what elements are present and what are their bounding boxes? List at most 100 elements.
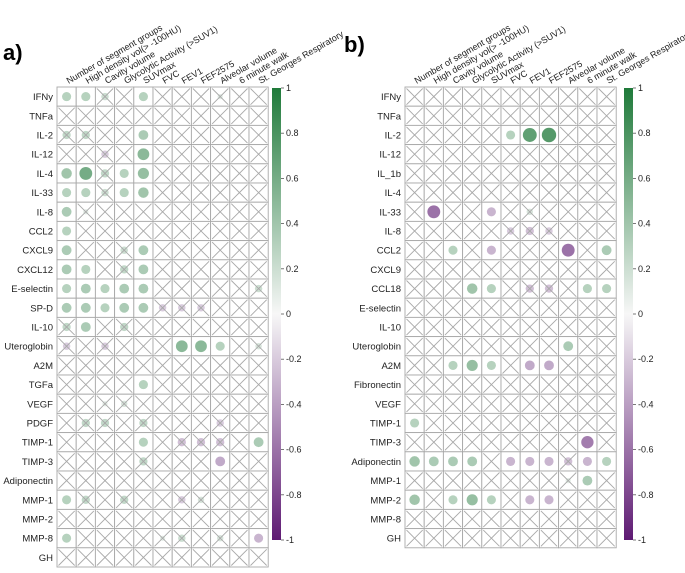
heatmap-cell <box>596 374 617 395</box>
heatmap-cell <box>152 374 173 395</box>
heatmap-cell <box>94 316 116 338</box>
heatmap-cell <box>577 470 598 491</box>
nonsignificant-cross <box>425 299 443 317</box>
nonsignificant-cross <box>230 433 248 451</box>
nonsignificant-cross <box>58 356 76 374</box>
nonsignificant-cross <box>502 222 520 240</box>
heatmap-cell <box>538 182 560 203</box>
nonsignificant-cross <box>482 184 500 202</box>
nonsignificant-cross <box>134 472 152 490</box>
nonsignificant-cross <box>154 184 172 202</box>
nonsignificant-cross <box>58 318 76 336</box>
nonsignificant-cross <box>578 164 596 182</box>
row-label: SP-D <box>30 303 53 314</box>
row-label: IL-10 <box>379 323 401 334</box>
nonsignificant-cross <box>559 126 577 144</box>
nonsignificant-cross <box>154 529 172 547</box>
nonsignificant-cross <box>154 145 172 163</box>
nonsignificant-cross <box>192 126 210 144</box>
heatmap-cell <box>248 201 269 222</box>
row-label: IL-10 <box>31 323 53 334</box>
heatmap-cell <box>75 86 96 107</box>
heatmap-cell <box>229 355 250 376</box>
heatmap-cell <box>481 297 502 318</box>
heatmap-cell <box>404 240 425 261</box>
correlation-dot <box>427 205 441 219</box>
correlation-dot <box>448 360 458 370</box>
correlation-dot <box>138 380 148 390</box>
heatmap-cell <box>577 144 598 165</box>
nonsignificant-cross <box>192 452 210 470</box>
correlation-dot <box>602 456 612 466</box>
heatmap-cell <box>481 412 502 434</box>
nonsignificant-cross <box>154 452 172 470</box>
heatmap-cell <box>171 278 192 299</box>
heatmap-cell <box>56 278 77 299</box>
nonsignificant-cross <box>115 222 133 240</box>
heatmap-cell <box>229 144 250 165</box>
heatmap-cell <box>133 259 154 280</box>
colorbar-tick-label: -0.6 <box>638 445 654 455</box>
nonsignificant-cross <box>406 260 424 278</box>
nonsignificant-cross <box>96 510 114 528</box>
colorbar-tick-label: -0.6 <box>286 445 302 455</box>
heatmap-cell <box>500 412 521 434</box>
heatmap-cell <box>75 316 96 338</box>
nonsignificant-cross <box>77 337 95 355</box>
row-label: TGFa <box>29 380 54 391</box>
heatmap-cell <box>152 124 173 146</box>
heatmap-cell <box>94 412 116 434</box>
nonsignificant-cross <box>134 203 152 221</box>
correlation-dot <box>61 302 72 313</box>
nonsignificant-cross <box>482 529 500 547</box>
nonsignificant-cross <box>444 472 462 490</box>
row-label: IL_1b <box>377 169 401 180</box>
colorbar-gradient <box>624 88 633 540</box>
nonsignificant-cross <box>96 376 114 394</box>
heatmap-cell <box>596 182 617 203</box>
heatmap-cell <box>558 182 579 203</box>
heatmap-cell <box>75 240 96 261</box>
nonsignificant-cross <box>230 472 248 490</box>
heatmap-cell <box>229 316 250 338</box>
heatmap-cell <box>462 278 483 299</box>
heatmap-cell <box>114 508 135 530</box>
nonsignificant-cross <box>211 241 229 259</box>
heatmap-cell <box>442 393 464 414</box>
nonsignificant-cross <box>502 529 520 547</box>
nonsignificant-cross <box>250 548 268 566</box>
correlation-dot <box>466 359 478 371</box>
nonsignificant-cross <box>540 395 558 413</box>
nonsignificant-cross <box>578 414 596 432</box>
heatmap-cell <box>538 528 560 549</box>
nonsignificant-cross <box>578 184 596 202</box>
correlation-dot <box>138 130 149 140</box>
nonsignificant-cross <box>482 126 500 144</box>
heatmap-cell <box>596 451 617 472</box>
heatmap-cell <box>596 489 617 510</box>
heatmap-cell <box>94 240 116 261</box>
heatmap-cell <box>519 489 540 510</box>
heatmap-cell <box>152 528 173 549</box>
nonsignificant-cross <box>482 107 500 125</box>
nonsignificant-cross <box>425 107 443 125</box>
heatmap-cell <box>596 528 617 549</box>
nonsignificant-cross <box>211 472 229 490</box>
heatmap-cell <box>94 336 116 357</box>
heatmap-cell <box>56 508 77 530</box>
heatmap-cell <box>171 182 192 203</box>
heatmap-cell <box>462 201 483 222</box>
nonsignificant-cross <box>250 126 268 144</box>
nonsignificant-cross <box>463 433 481 451</box>
heatmap-cell <box>423 451 444 472</box>
heatmap-cell <box>462 374 483 395</box>
heatmap-cell <box>248 508 269 530</box>
nonsignificant-cross <box>211 318 229 336</box>
nonsignificant-cross <box>192 529 210 547</box>
nonsignificant-cross <box>230 491 248 509</box>
nonsignificant-cross <box>154 395 172 413</box>
nonsignificant-cross <box>521 145 539 163</box>
nonsignificant-cross <box>154 337 172 355</box>
heatmap-cell <box>248 374 269 395</box>
heatmap-cell <box>596 316 617 338</box>
